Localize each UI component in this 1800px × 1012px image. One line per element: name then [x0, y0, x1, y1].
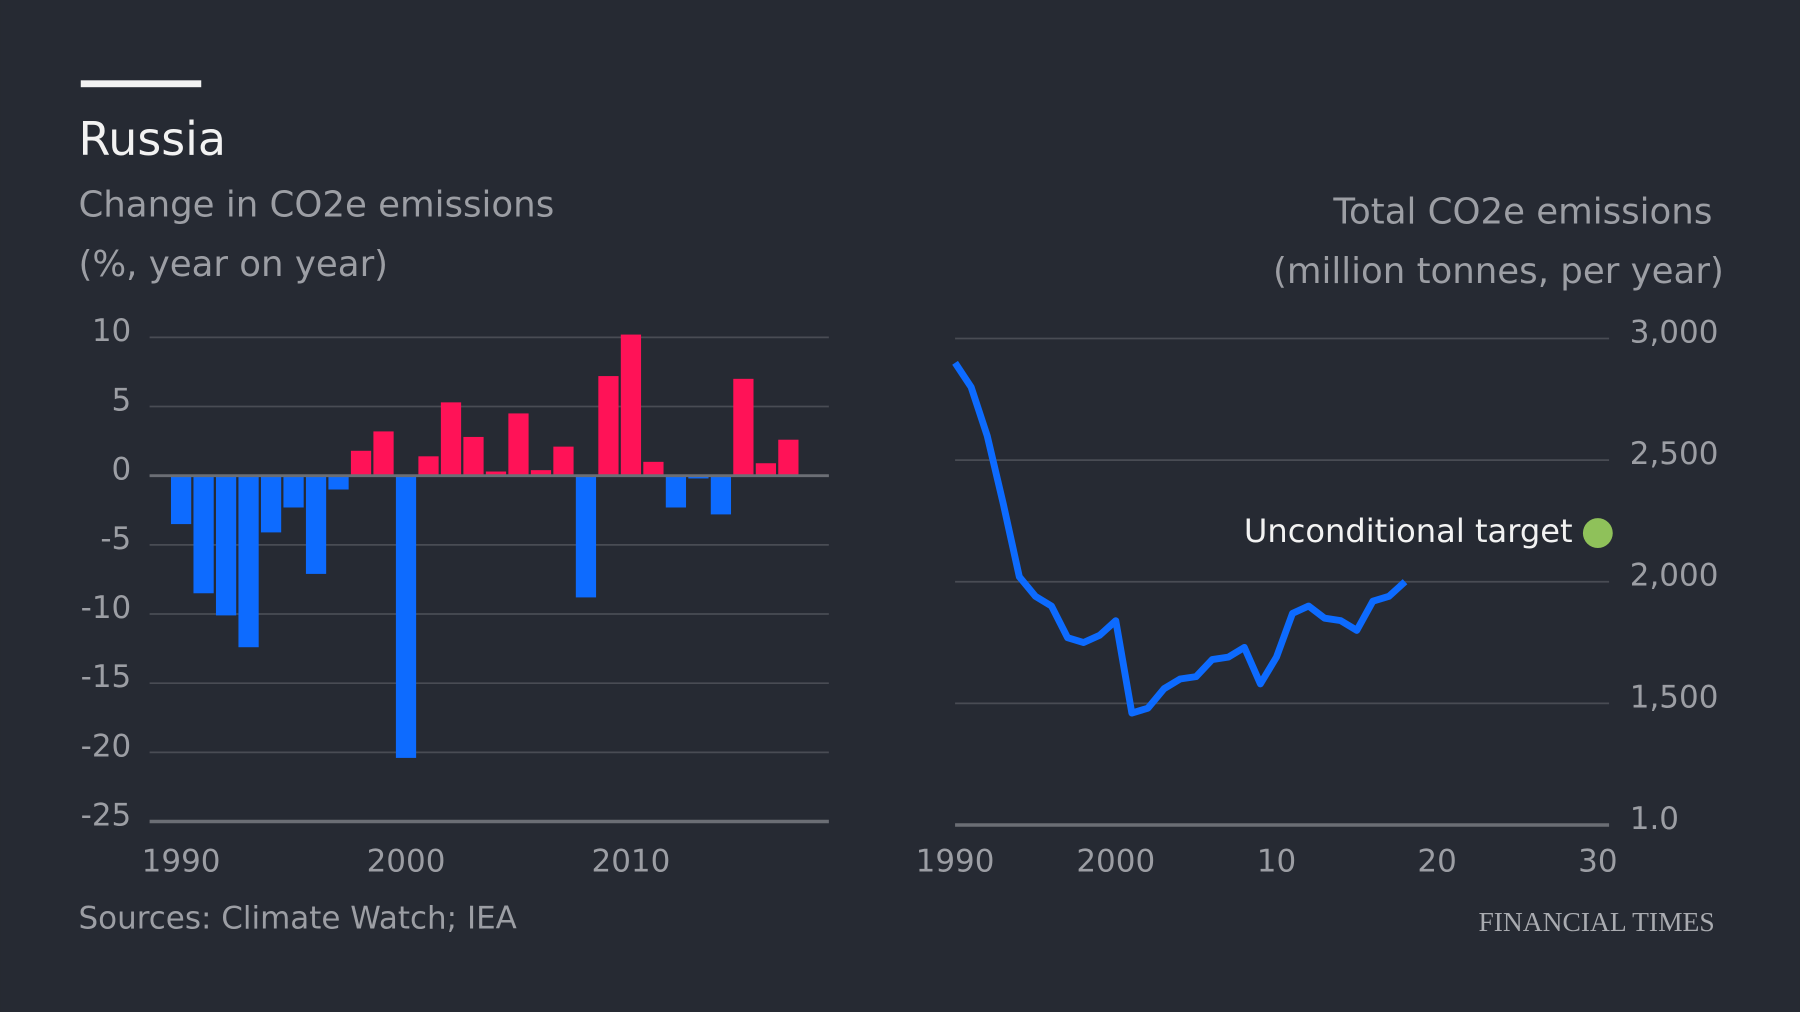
- y-tick-label: -5: [100, 521, 131, 557]
- bar: [418, 456, 439, 476]
- right-title: Total CO2e emissions: [1332, 191, 1712, 232]
- bar: [238, 475, 259, 648]
- target-dot: [1582, 518, 1613, 548]
- bar: [395, 475, 417, 758]
- target-label: Unconditional target: [1244, 512, 1573, 550]
- bar: [553, 446, 574, 476]
- y-tick-label: 1,500: [1630, 679, 1719, 715]
- bar: [755, 463, 777, 476]
- x-tick-label: 1990: [916, 843, 995, 879]
- source: Sources: Climate Watch; IEA: [78, 901, 516, 937]
- brand: FINANCIAL TIMES: [1478, 906, 1714, 937]
- y-tick-label: 2,500: [1630, 436, 1719, 472]
- x-tick-label: 30: [1578, 843, 1617, 879]
- y-tick-label: 1.0: [1630, 801, 1679, 837]
- bar: [733, 378, 754, 476]
- bar: [530, 470, 552, 476]
- page-title: Russia: [78, 112, 226, 166]
- line: [952, 360, 1408, 717]
- bar: [373, 431, 394, 476]
- y-tick-label: 0: [112, 452, 132, 488]
- y-tick-label: 3,000: [1630, 314, 1719, 350]
- bar: [710, 475, 732, 515]
- y-tick-label: -25: [81, 797, 132, 833]
- right-subtitle: (million tonnes, per year): [1273, 251, 1724, 292]
- bar: [485, 471, 507, 476]
- bar: [620, 334, 642, 476]
- y-tick-label: 2,000: [1630, 558, 1719, 594]
- y-tick-label: -20: [81, 728, 132, 764]
- bar: [193, 475, 214, 594]
- x-tick-label: 2010: [592, 843, 671, 879]
- left-title: Change in CO2e emissions: [78, 185, 554, 226]
- x-tick-label: 1990: [142, 843, 221, 879]
- left-subtitle: (%, year on year): [78, 244, 388, 285]
- x-tick-label: 20: [1417, 843, 1456, 879]
- y-tick-label: -15: [81, 659, 132, 695]
- x-tick-label: 2000: [1076, 843, 1155, 879]
- bar: [665, 475, 687, 508]
- bar: [328, 475, 349, 490]
- x-tick-label: 10: [1257, 843, 1296, 879]
- x-tick-label: 2000: [367, 843, 446, 879]
- bar: [260, 475, 282, 533]
- bar: [350, 450, 372, 476]
- bar: [508, 413, 529, 476]
- y-tick-label: 5: [112, 382, 132, 418]
- bar: [283, 475, 304, 508]
- y-tick-label: 10: [92, 313, 131, 349]
- bar: [215, 475, 237, 616]
- bar: [463, 436, 484, 476]
- bar: [440, 402, 462, 476]
- bar: [305, 475, 327, 574]
- bar: [575, 475, 597, 598]
- y-tick-label: -10: [81, 590, 132, 626]
- title-rule: [80, 80, 202, 88]
- bar: [778, 439, 799, 476]
- bar: [643, 461, 664, 476]
- bar: [170, 475, 192, 525]
- bar: [598, 376, 619, 476]
